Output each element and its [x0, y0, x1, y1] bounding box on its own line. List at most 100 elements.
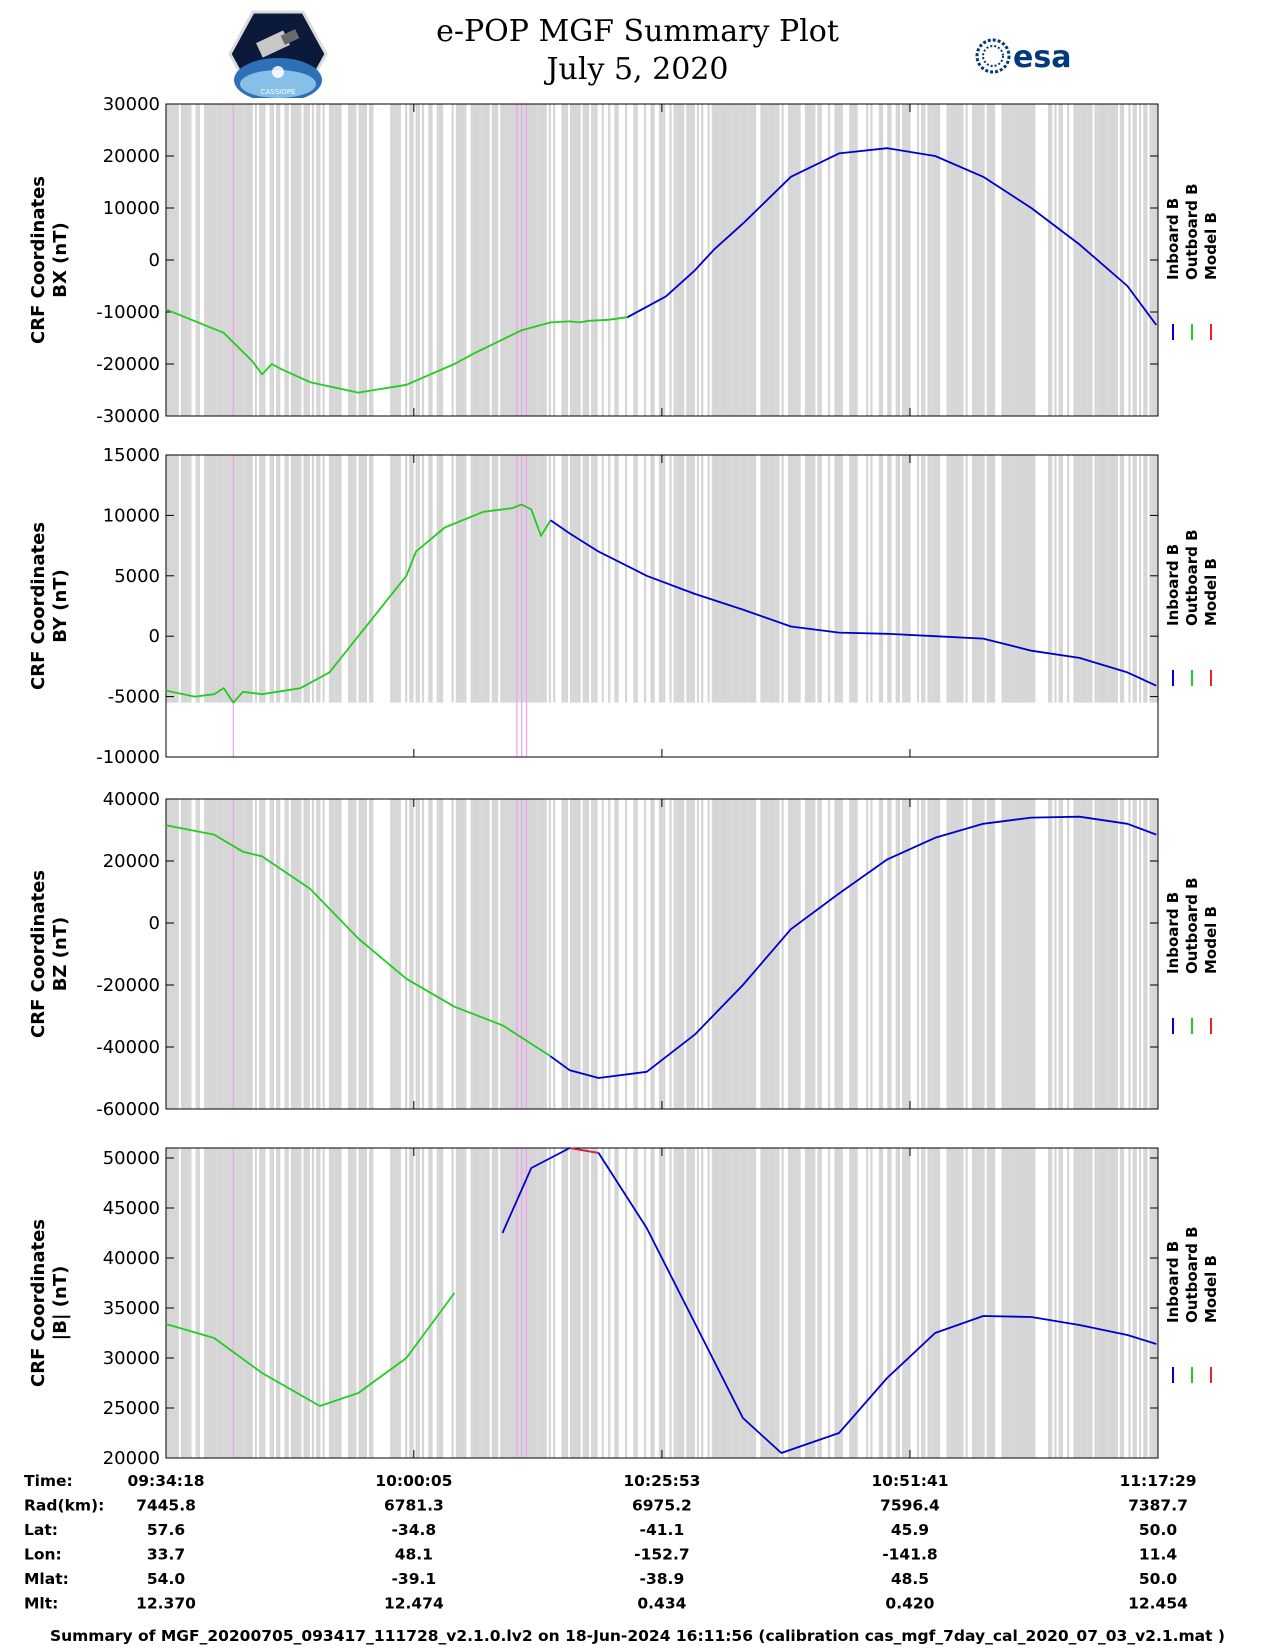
shade-stripe [1132, 1148, 1135, 1458]
shade-stripe [904, 1148, 907, 1458]
shade-stripe [292, 104, 296, 416]
shade-stripe [430, 1148, 433, 1458]
shade-stripe [496, 799, 499, 1109]
shade-stripe [1115, 1148, 1118, 1458]
shade-stripe [798, 799, 801, 1109]
shade-stripe [974, 799, 977, 1109]
shade-stripe [745, 799, 748, 1109]
y-tick-label: 20000 [103, 146, 160, 167]
shade-stripe [553, 104, 556, 416]
shade-stripe [392, 455, 395, 703]
shade-stripe [923, 799, 926, 1109]
shade-stripe [853, 1148, 856, 1458]
shade-stripe [352, 455, 355, 703]
shade-stripe [350, 799, 353, 1109]
shade-stripe [711, 799, 714, 1109]
shade-stripe [276, 455, 279, 703]
shade-stripe [743, 799, 746, 1109]
shade-stripe [208, 1148, 211, 1458]
shade-stripe [261, 799, 264, 1109]
shade-stripe [441, 455, 444, 703]
shade-stripe [1005, 1148, 1008, 1458]
shade-stripe [720, 1148, 723, 1458]
shade-stripe [601, 455, 604, 703]
shade-stripe [673, 799, 676, 1109]
shade-stripe [180, 799, 183, 1109]
shade-stripe [276, 1148, 279, 1458]
shade-stripe [544, 455, 547, 703]
shade-stripe [318, 455, 321, 703]
shade-stripe [1024, 1148, 1027, 1458]
ephemeris-row-label: Time: [24, 1472, 73, 1490]
shade-stripe [553, 799, 556, 1109]
shade-stripe [476, 1148, 480, 1458]
shade-stripe [935, 455, 939, 703]
shade-stripe [350, 1148, 353, 1458]
ephemeris-row-label: Lon: [24, 1546, 62, 1564]
shade-stripe [586, 1148, 590, 1458]
shade-stripe [754, 1148, 757, 1458]
shade-stripe [210, 455, 213, 703]
shade-stripe [798, 104, 801, 416]
y-tick-label: 0 [149, 250, 160, 271]
shade-stripe [730, 1148, 733, 1458]
shade-stripe [457, 455, 461, 703]
shade-stripe [290, 455, 293, 703]
shade-stripe [339, 104, 342, 416]
shade-stripe [347, 104, 351, 416]
shade-stripe [713, 104, 716, 416]
shade-stripe [781, 1148, 784, 1458]
shade-stripe [405, 799, 408, 1109]
shade-stripe [923, 1148, 926, 1458]
shade-stripe [887, 799, 890, 1109]
shade-stripe [269, 799, 272, 1109]
ephemeris-row-label: Mlat: [24, 1570, 69, 1588]
shade-stripe [764, 104, 767, 416]
shade-stripe [1096, 1148, 1099, 1458]
shade-stripe [1020, 104, 1023, 416]
shade-stripe [500, 1148, 503, 1458]
shade-stripe [1139, 455, 1142, 703]
shade-stripe [616, 1148, 619, 1458]
shade-stripe [993, 455, 996, 703]
shade-stripe [371, 1148, 374, 1458]
shade-stripe [1048, 104, 1051, 416]
shade-stripe [838, 1148, 841, 1458]
y-tick-label: 30000 [103, 94, 160, 115]
shade-stripe [806, 455, 810, 703]
shade-stripe [229, 1148, 232, 1458]
shade-stripe [1105, 799, 1108, 1109]
shade-stripe [1048, 799, 1051, 1109]
shade-stripe [933, 1148, 936, 1458]
shade-stripe [1134, 104, 1137, 416]
shade-stripe [961, 799, 964, 1109]
shade-stripe [840, 799, 843, 1109]
shade-stripe [206, 104, 209, 416]
shade-stripe [208, 455, 211, 703]
shade-stripe [737, 455, 740, 703]
shade-stripe [1100, 104, 1104, 416]
shade-stripe [675, 1148, 678, 1458]
shade-stripe [669, 455, 672, 703]
shade-stripe [897, 455, 900, 703]
shade-stripe [586, 799, 590, 1109]
shade-stripe [362, 104, 365, 416]
shade-stripe [817, 799, 820, 1109]
panel-1: 30000 20000 10000 0 -10000 -20000 -30000 CRF Co… [28, 94, 1220, 427]
shade-stripe [225, 1148, 228, 1458]
shade-stripe [1031, 799, 1034, 1109]
shade-stripe [227, 104, 230, 416]
shade-stripe [853, 104, 856, 416]
shade-stripe [650, 104, 653, 416]
shade-stripe [728, 1148, 731, 1458]
shade-stripe [834, 799, 837, 1109]
shade-stripe [409, 455, 412, 703]
shade-stripe [1014, 799, 1017, 1109]
shade-stripe [176, 1148, 179, 1458]
shade-stripe [849, 104, 852, 416]
shade-stripe [506, 1148, 509, 1458]
shade-stripe [806, 799, 810, 1109]
shade-stripe [1026, 799, 1030, 1109]
legend-entry: Inboard B [1164, 892, 1182, 974]
shade-stripe [686, 104, 689, 416]
